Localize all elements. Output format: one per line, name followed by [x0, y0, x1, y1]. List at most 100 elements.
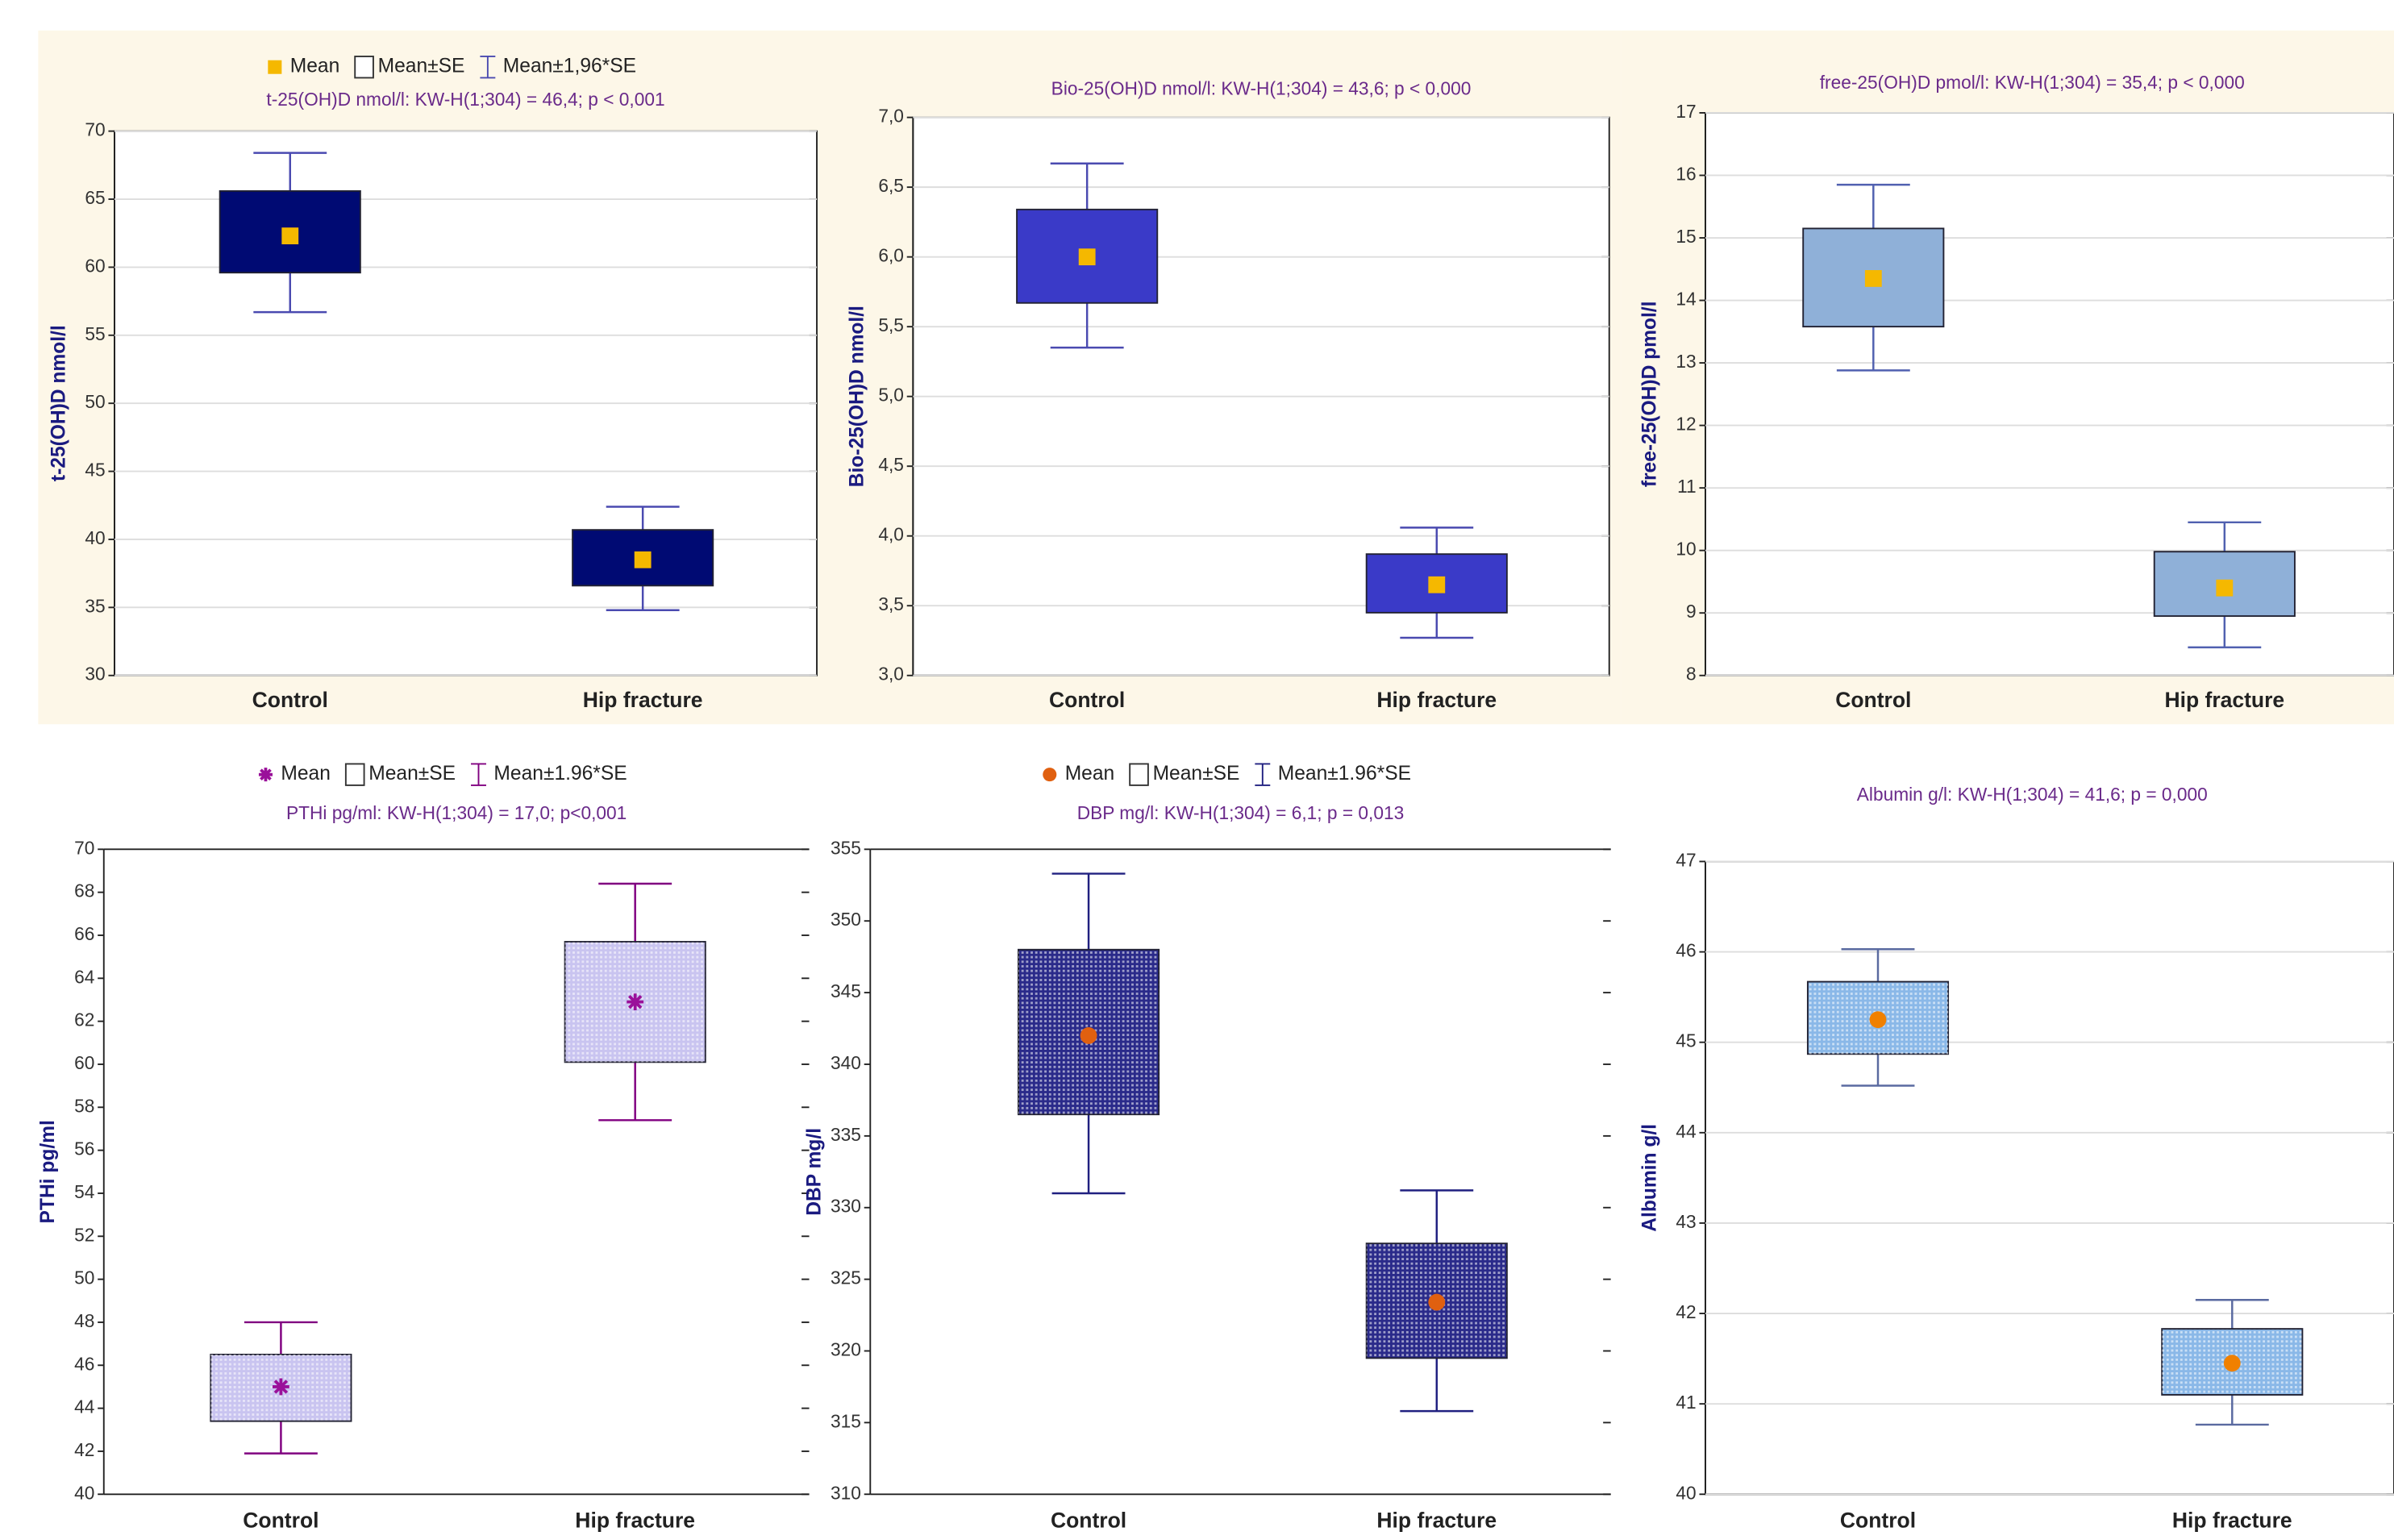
- chart-title: DBP mg/l: KW-H(1;304) = 6,1; p = 0,013: [1077, 802, 1404, 823]
- y-tick-label: 54: [74, 1181, 94, 1202]
- y-tick-label: 55: [85, 323, 105, 344]
- plot-area: [870, 849, 1611, 1495]
- legend-swatch: [1129, 763, 1149, 786]
- mean-marker: [272, 1378, 289, 1396]
- y-tick-label: 15: [1676, 226, 1696, 247]
- legend-swatch: [471, 763, 486, 786]
- y-tick-label: 48: [74, 1310, 94, 1331]
- y-tick-label: 9: [1686, 601, 1697, 622]
- mean-marker: [1864, 270, 1882, 287]
- y-axis-label: t-25(OH)D nmol/l: [48, 325, 69, 481]
- x-tick-label: Hip fracture: [2164, 688, 2284, 712]
- mean-marker: [1043, 768, 1057, 782]
- y-tick-label: 40: [85, 527, 105, 548]
- y-tick-label: 35: [85, 595, 105, 616]
- y-tick-label: 340: [831, 1052, 861, 1073]
- y-tick-label: 315: [831, 1410, 861, 1431]
- y-tick-label: 11: [1677, 476, 1697, 497]
- mean-marker: [281, 227, 299, 244]
- legend-label: Mean±1,96*SE: [503, 56, 636, 77]
- chart-title: t-25(OH)D nmol/l: KW-H(1;304) = 46,4; p …: [266, 89, 664, 110]
- x-tick-label: Hip fracture: [575, 1508, 695, 1532]
- legend-label: Mean±SE: [378, 56, 465, 77]
- y-tick-label: 43: [1676, 1211, 1696, 1232]
- y-tick-label: 68: [74, 880, 94, 901]
- y-tick-label: 4,5: [878, 454, 904, 475]
- y-tick-label: 10: [1676, 539, 1696, 560]
- legend-label: Mean±1.96*SE: [493, 763, 627, 785]
- y-tick-label: 5,5: [878, 314, 904, 335]
- y-tick-label: 350: [831, 909, 861, 930]
- legend-swatch: [480, 56, 496, 79]
- y-tick-label: 46: [74, 1353, 94, 1374]
- y-tick-label: 45: [1676, 1030, 1696, 1051]
- legend-label: Mean±SE: [368, 763, 456, 785]
- mean-marker: [1078, 248, 1096, 266]
- y-tick-label: 52: [74, 1224, 94, 1245]
- y-axis-label: PTHi pg/ml: [37, 1120, 59, 1223]
- y-tick-label: 41: [1676, 1392, 1696, 1413]
- y-tick-label: 66: [74, 923, 94, 944]
- x-tick-label: Hip fracture: [1376, 688, 1497, 712]
- y-tick-label: 320: [831, 1339, 861, 1360]
- mean-marker: [2223, 1355, 2241, 1372]
- y-tick-label: 17: [1676, 101, 1696, 122]
- y-axis-label: Bio-25(OH)D nmol/l: [847, 306, 868, 487]
- y-tick-label: 6,5: [878, 175, 904, 196]
- y-tick-label: 16: [1676, 163, 1696, 184]
- legend-label: Mean: [281, 763, 331, 785]
- legend-label: Mean±1.96*SE: [1278, 763, 1411, 785]
- y-tick-label: 14: [1676, 289, 1696, 310]
- y-tick-label: 62: [74, 1009, 94, 1030]
- mean-marker: [1428, 576, 1446, 593]
- y-tick-label: 45: [85, 460, 105, 481]
- x-tick-label: Control: [1840, 1508, 1916, 1532]
- x-tick-label: Control: [1051, 1508, 1126, 1532]
- y-tick-label: 7,0: [878, 106, 904, 127]
- x-tick-label: Control: [252, 688, 328, 712]
- y-tick-label: 44: [74, 1396, 94, 1417]
- y-tick-label: 70: [85, 119, 105, 140]
- y-tick-label: 13: [1676, 351, 1696, 372]
- y-tick-label: 65: [85, 187, 105, 208]
- x-tick-label: Control: [1835, 688, 1911, 712]
- y-tick-label: 325: [831, 1267, 861, 1288]
- y-tick-label: 42: [74, 1439, 94, 1460]
- mean-marker: [1428, 1293, 1446, 1311]
- x-tick-label: Control: [243, 1508, 319, 1532]
- y-tick-label: 5,0: [878, 385, 904, 406]
- y-tick-label: 64: [74, 966, 94, 987]
- y-axis-label: Albumin g/l: [1638, 1124, 1660, 1232]
- legend-swatch: [1255, 763, 1271, 786]
- y-tick-label: 70: [74, 837, 94, 858]
- y-tick-label: 310: [831, 1482, 861, 1503]
- legend-label: Mean: [1065, 763, 1115, 785]
- legend-label: Mean: [290, 56, 340, 77]
- y-axis-label: DBP mg/l: [804, 1128, 826, 1216]
- x-tick-label: Hip fracture: [2172, 1508, 2292, 1532]
- mean-marker: [268, 60, 282, 74]
- y-tick-label: 6,0: [878, 245, 904, 266]
- y-tick-label: 3,0: [878, 664, 904, 685]
- y-tick-label: 50: [85, 391, 105, 412]
- legend-label: Mean±SE: [1153, 763, 1240, 785]
- x-tick-label: Hip fracture: [583, 688, 703, 712]
- y-tick-label: 60: [85, 255, 105, 276]
- y-tick-label: 12: [1676, 414, 1696, 435]
- mean-marker: [1080, 1027, 1097, 1044]
- y-tick-label: 40: [1676, 1482, 1696, 1503]
- y-tick-label: 30: [85, 664, 105, 685]
- y-tick-label: 4,0: [878, 524, 904, 545]
- mean-marker: [1869, 1011, 1887, 1029]
- y-tick-label: 42: [1676, 1301, 1696, 1322]
- y-tick-label: 345: [831, 980, 861, 1001]
- legend-swatch: [344, 763, 365, 786]
- chart-title: Bio-25(OH)D nmol/l: KW-H(1;304) = 43,6; …: [1051, 78, 1472, 99]
- y-tick-label: 355: [831, 837, 861, 858]
- chart-title: PTHi pg/ml: KW-H(1;304) = 17,0; p<0,001: [286, 802, 627, 823]
- y-tick-label: 46: [1676, 940, 1696, 961]
- x-tick-label: Hip fracture: [1376, 1508, 1497, 1532]
- y-tick-label: 330: [831, 1196, 861, 1217]
- y-tick-label: 3,5: [878, 593, 904, 614]
